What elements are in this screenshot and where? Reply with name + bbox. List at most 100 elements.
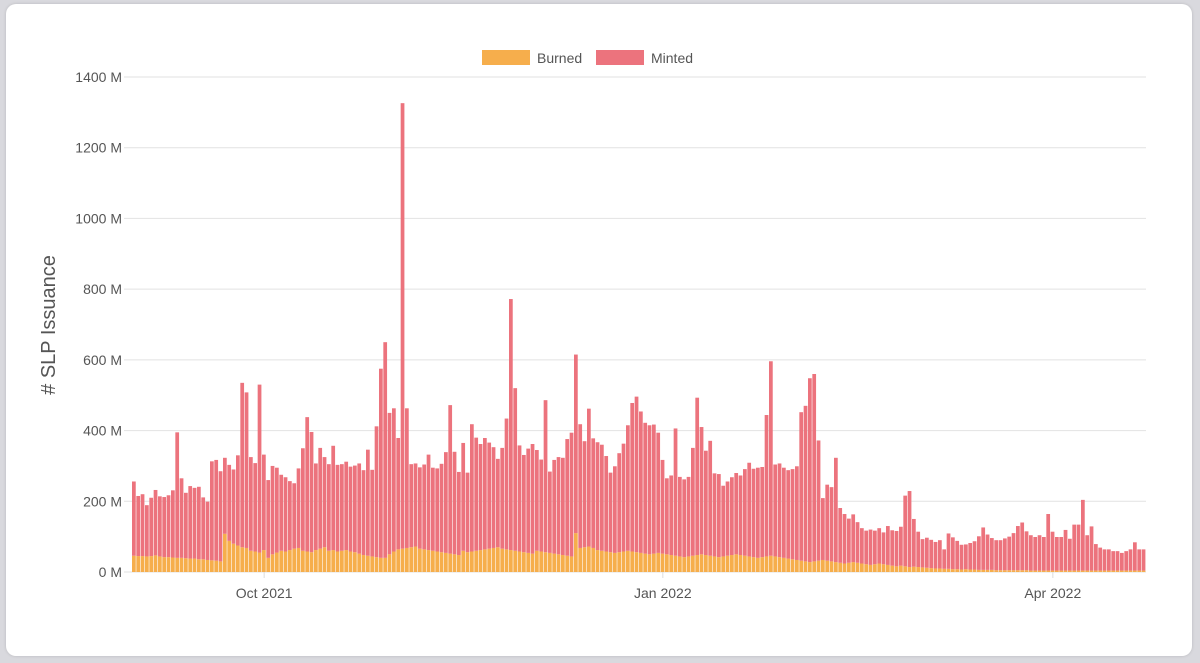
bar-minted[interactable] xyxy=(868,529,873,565)
bar-burned[interactable] xyxy=(959,569,964,572)
bar-burned[interactable] xyxy=(556,554,561,572)
bar-minted[interactable] xyxy=(561,457,565,556)
bar-burned[interactable] xyxy=(1007,570,1012,572)
bar-burned[interactable] xyxy=(907,567,912,572)
bar-minted[interactable] xyxy=(288,481,292,551)
bar-minted[interactable] xyxy=(621,443,626,552)
bar-minted[interactable] xyxy=(1046,514,1051,571)
bar-minted[interactable] xyxy=(955,540,960,570)
bar-burned[interactable] xyxy=(353,552,357,572)
bar-burned[interactable] xyxy=(504,549,509,572)
bar-minted[interactable] xyxy=(686,476,691,557)
bar-minted[interactable] xyxy=(192,487,197,559)
bar-minted[interactable] xyxy=(335,464,340,552)
bar-minted[interactable] xyxy=(673,428,678,556)
bar-minted[interactable] xyxy=(907,491,912,568)
bar-minted[interactable] xyxy=(1011,533,1016,571)
bar-minted[interactable] xyxy=(465,472,470,553)
bar-burned[interactable] xyxy=(855,562,860,572)
bar-burned[interactable] xyxy=(1107,570,1111,572)
bar-minted[interactable] xyxy=(968,543,973,570)
bar-minted[interactable] xyxy=(448,405,453,554)
legend-item-minted[interactable]: Minted xyxy=(596,50,693,66)
bar-burned[interactable] xyxy=(517,551,522,572)
bar-minted[interactable] xyxy=(825,484,830,561)
bar-burned[interactable] xyxy=(777,557,782,572)
bar-minted[interactable] xyxy=(699,427,704,555)
bar-burned[interactable] xyxy=(197,559,201,572)
bar-minted[interactable] xyxy=(1133,542,1137,571)
bar-burned[interactable] xyxy=(704,555,708,572)
bar-burned[interactable] xyxy=(977,569,981,572)
bar-minted[interactable] xyxy=(942,549,947,569)
bar-minted[interactable] xyxy=(184,492,188,559)
bar-burned[interactable] xyxy=(413,546,418,572)
bar-minted[interactable] xyxy=(275,467,279,553)
bar-burned[interactable] xyxy=(210,560,214,572)
bar-burned[interactable] xyxy=(669,555,674,572)
bar-minted[interactable] xyxy=(535,450,539,551)
bar-minted[interactable] xyxy=(708,440,713,556)
bar-burned[interactable] xyxy=(730,555,734,572)
bar-minted[interactable] xyxy=(1050,531,1055,571)
bar-burned[interactable] xyxy=(231,543,236,572)
bar-minted[interactable] xyxy=(214,459,219,561)
bar-minted[interactable] xyxy=(431,467,435,551)
bar-burned[interactable] xyxy=(149,556,154,572)
bar-minted[interactable] xyxy=(790,469,795,560)
bar-burned[interactable] xyxy=(1094,570,1098,572)
bar-burned[interactable] xyxy=(1024,570,1029,572)
bar-burned[interactable] xyxy=(214,560,219,572)
bar-minted[interactable] xyxy=(422,464,427,550)
bar-burned[interactable] xyxy=(886,564,890,572)
bar-burned[interactable] xyxy=(283,551,288,572)
bar-minted[interactable] xyxy=(223,457,227,534)
bar-burned[interactable] xyxy=(361,555,366,572)
bar-burned[interactable] xyxy=(543,552,548,572)
bar-minted[interactable] xyxy=(426,454,431,551)
bar-burned[interactable] xyxy=(288,550,292,572)
bar-burned[interactable] xyxy=(487,548,492,572)
bar-burned[interactable] xyxy=(132,555,136,572)
bar-burned[interactable] xyxy=(1037,570,1042,572)
bar-burned[interactable] xyxy=(236,545,240,572)
bar-burned[interactable] xyxy=(314,550,318,572)
bar-burned[interactable] xyxy=(695,555,700,572)
bar-minted[interactable] xyxy=(847,518,851,563)
bar-minted[interactable] xyxy=(478,444,483,551)
bar-minted[interactable] xyxy=(539,459,544,552)
bar-burned[interactable] xyxy=(795,559,799,572)
bar-burned[interactable] xyxy=(240,547,245,572)
bar-minted[interactable] xyxy=(916,531,921,568)
bar-burned[interactable] xyxy=(470,551,474,572)
bar-minted[interactable] xyxy=(210,461,214,561)
bar-burned[interactable] xyxy=(634,552,639,572)
bar-burned[interactable] xyxy=(652,553,656,572)
bar-minted[interactable] xyxy=(1089,526,1094,571)
bar-minted[interactable] xyxy=(266,480,271,558)
bar-burned[interactable] xyxy=(478,550,483,572)
bar-minted[interactable] xyxy=(231,469,236,544)
bar-minted[interactable] xyxy=(990,538,994,570)
bar-burned[interactable] xyxy=(1042,570,1046,572)
bar-minted[interactable] xyxy=(1059,536,1064,571)
bar-minted[interactable] xyxy=(860,528,864,564)
bar-burned[interactable] xyxy=(790,559,795,572)
bar-minted[interactable] xyxy=(1081,499,1085,571)
bar-minted[interactable] xyxy=(899,526,903,566)
bar-burned[interactable] xyxy=(678,556,682,572)
bar-burned[interactable] xyxy=(539,551,544,572)
bar-burned[interactable] xyxy=(1111,570,1116,572)
bar-burned[interactable] xyxy=(764,556,769,572)
bar-minted[interactable] xyxy=(769,361,773,556)
bar-minted[interactable] xyxy=(851,514,856,563)
bar-burned[interactable] xyxy=(1011,570,1016,572)
bar-minted[interactable] xyxy=(756,467,760,558)
bar-burned[interactable] xyxy=(1102,570,1107,572)
bar-burned[interactable] xyxy=(331,550,336,572)
bar-burned[interactable] xyxy=(1059,570,1064,572)
bar-burned[interactable] xyxy=(1029,570,1033,572)
bar-burned[interactable] xyxy=(972,569,977,572)
bar-burned[interactable] xyxy=(686,556,691,572)
bar-minted[interactable] xyxy=(500,447,505,549)
